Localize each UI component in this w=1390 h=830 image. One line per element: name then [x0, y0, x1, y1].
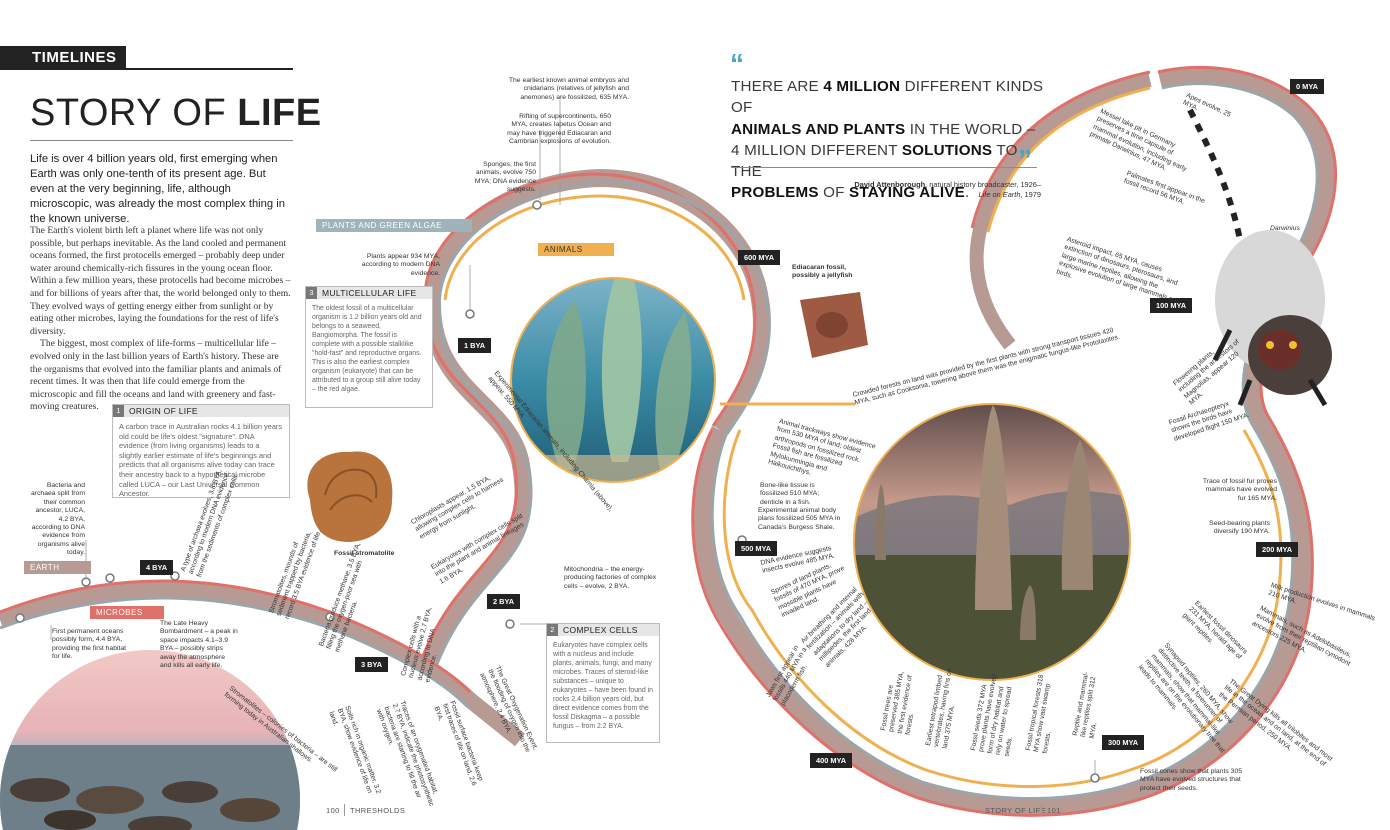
time-tag-4bya: 4 BYA: [140, 560, 174, 575]
box-number: 2: [547, 624, 558, 636]
event-bodyplans: Experimental animal body plans fossilize…: [758, 507, 841, 531]
quote-author: David Attenborough: [854, 180, 926, 189]
event-fossil-cones: Fossil cones show that plants 305 MYA ha…: [1140, 768, 1243, 792]
quote-year: , 1979: [1020, 190, 1041, 199]
title-rule: [30, 140, 293, 141]
title-light: STORY OF: [30, 92, 227, 134]
time-tag-200mya: 200 MYA: [1256, 542, 1299, 557]
event-oceans: First permanent oceans possibly form, 4.…: [52, 628, 127, 661]
quote-seg-bold: STAYING ALIVE: [849, 184, 965, 202]
box-title: MULTICELLULAR LIFE: [322, 288, 417, 298]
event-embryos: The earliest known animal embryos and cn…: [508, 77, 629, 101]
footer-divider-left: [344, 804, 345, 816]
box-header: 1 ORIGIN OF LIFE: [113, 405, 289, 417]
body-paragraph-2: The biggest, most complex of life-forms …: [30, 338, 282, 413]
quote-seg: 4 MILLION DIFFERENT: [731, 141, 902, 159]
origin-of-life-box: 1 ORIGIN OF LIFE A carbon trace in Austra…: [112, 404, 290, 498]
intro-paragraph: Life is over 4 billion years old, first …: [30, 153, 285, 225]
box-header: 2 COMPLEX CELLS: [547, 624, 659, 636]
label-animals: ANIMALS: [538, 243, 614, 256]
quote-seg: OF: [818, 184, 850, 202]
title-bold: LIFE: [237, 92, 322, 134]
event-bone: Bone-like tissue is fossilized 510 MYA; …: [760, 482, 820, 506]
quote-seg: IN THE WORLD –: [905, 120, 1036, 138]
time-tag-1bya: 1 BYA: [458, 338, 492, 353]
quote-seg: .: [964, 184, 970, 202]
box-title: ORIGIN OF LIFE: [129, 406, 198, 416]
footer-divider-right: [1041, 804, 1042, 816]
time-tag-2bya: 2 BYA: [487, 594, 521, 609]
quote-open-mark: “: [730, 48, 744, 79]
page-title: STORY OF LIFE: [30, 92, 322, 135]
time-tag-500mya: 500 MYA: [735, 541, 778, 556]
quote-seg-bold: ANIMALS AND PLANTS: [731, 120, 906, 138]
event-sponges: Sponges, the first animals, evolve 750 M…: [474, 161, 536, 194]
time-tag-0mya: 0 MYA: [1290, 79, 1324, 94]
quote-seg: DIFFERENT KINDS OF: [731, 78, 1044, 117]
label-microbes: MICROBES: [90, 606, 164, 619]
page-number-right: 101: [1047, 806, 1061, 815]
event-bombardment: The Late Heavy Bombardment – a peak in s…: [160, 620, 238, 670]
quote-attribution: David Attenborough, natural history broa…: [800, 180, 1041, 200]
label-plants: PLANTS AND GREEN ALGAE: [316, 219, 472, 232]
multicellular-life-box: 3 MULTICELLULAR LIFE The oldest fossil of…: [305, 286, 433, 408]
complex-cells-box: 2 COMPLEX CELLS Eukaryotes have complex c…: [546, 623, 660, 743]
event-mitochondria: Mitochondria – the energy-producing fact…: [564, 566, 657, 590]
quote-seg-bold: 4 MILLION: [823, 78, 901, 95]
event-bacteria: Bacteria and archaea split from their co…: [30, 482, 85, 557]
time-tag-3bya: 3 BYA: [355, 657, 389, 672]
caption-ediacaran: Ediacaran fossil, possibly a jellyfish: [792, 264, 853, 280]
body-paragraph-1: The Earth's violent birth left a planet …: [30, 225, 291, 337]
time-tag-600mya: 600 MYA: [738, 250, 781, 265]
section-tag-rule: [126, 68, 293, 70]
footer-section-right: STORY OF LIFE: [985, 806, 1047, 815]
box-text: A carbon trace in Australian rocks 4.1 b…: [119, 422, 283, 499]
event-fur: Trace of fossil fur proves mammals have …: [1202, 478, 1277, 502]
box-text: Eukaryotes have complex cells with a nuc…: [553, 642, 653, 730]
quote-seg-bold: SOLUTIONS: [901, 141, 993, 159]
body-text: The Earth's violent birth left a planet …: [30, 225, 292, 414]
event-plants-appear: Plants appear 934 MYA, according to mode…: [361, 253, 440, 277]
box-text: The oldest fossil of a multicellular org…: [312, 305, 422, 393]
quote-work: Life on Earth: [978, 190, 1021, 199]
quote-close-mark: ”: [1018, 144, 1032, 175]
time-tag-400mya: 400 MYA: [810, 753, 853, 768]
section-tag: TIMELINES: [0, 46, 293, 70]
box-header: 3 MULTICELLULAR LIFE: [306, 287, 432, 299]
quote-seg-bold: PROBLEMS: [731, 184, 819, 202]
section-tag-label: TIMELINES: [0, 46, 126, 70]
page-number-left: 100: [326, 806, 340, 815]
quote-role: , natural history broadcaster, 1926–: [925, 180, 1041, 189]
time-tag-100mya: 100 MYA: [1150, 298, 1193, 313]
box-title: COMPLEX CELLS: [563, 625, 638, 635]
label-earth: EARTH: [24, 561, 91, 574]
box-number: 3: [306, 287, 317, 299]
quote-rule: [731, 167, 1037, 168]
event-rifting: Rifting of supercontinents, 650 MYA, cre…: [507, 113, 611, 146]
caption-darwinius: Darwinius: [1270, 225, 1300, 232]
time-tag-300mya: 300 MYA: [1102, 735, 1145, 750]
quote-seg: THERE ARE: [731, 78, 824, 95]
caption-stromatolite: Fossil stromatolite: [334, 550, 395, 557]
box-number: 1: [113, 405, 124, 417]
footer-section-left: THRESHOLDS: [350, 806, 406, 815]
event-seed-plants: Seed-bearing plants diversify 190 MYA.: [1209, 520, 1270, 536]
